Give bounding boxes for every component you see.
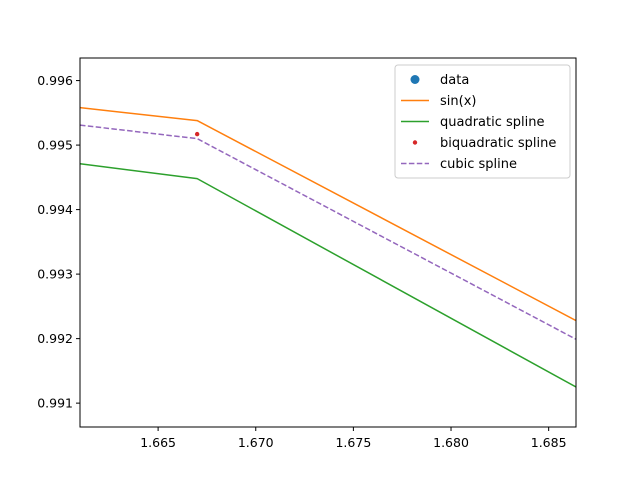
y-tick-label: 0.992 (37, 331, 73, 346)
series-layer (80, 106, 576, 388)
legend-box (394, 64, 571, 179)
legend-handle (412, 140, 418, 145)
y-tick-label: 0.996 (37, 73, 73, 88)
legend-label: cubic spline (440, 157, 517, 172)
x-tick-label: 1.670 (238, 435, 274, 450)
y-tick-label: 0.993 (37, 267, 73, 282)
data-point (194, 131, 200, 137)
x-tick-label: 1.675 (335, 435, 371, 450)
legend-handle (410, 75, 420, 84)
legend-label: data (440, 73, 469, 88)
x-tick-label: 1.665 (140, 435, 176, 450)
y-tick-label: 0.994 (37, 202, 73, 217)
x-tick-label: 1.680 (433, 435, 469, 450)
legend-label: sin(x) (440, 94, 476, 109)
series-line-2 (80, 163, 576, 388)
legend-label: biquadratic spline (440, 136, 556, 151)
y-tick-label: 0.995 (37, 138, 73, 153)
x-axis: 1.665 1.670 1.675 1.680 1.685 (140, 427, 567, 450)
legend: data sin(x) quadratic spline biquadratic sp… (394, 64, 571, 179)
series-line-4 (80, 124, 576, 340)
y-tick-label: 0.991 (37, 396, 73, 411)
x-tick-label: 1.685 (531, 435, 567, 450)
y-axis: 0.991 0.992 0.993 0.994 0.995 0.996 (37, 73, 80, 411)
legend-label: quadratic spline (440, 115, 545, 130)
series-line-1 (80, 106, 576, 322)
plot-frame (79, 57, 577, 428)
